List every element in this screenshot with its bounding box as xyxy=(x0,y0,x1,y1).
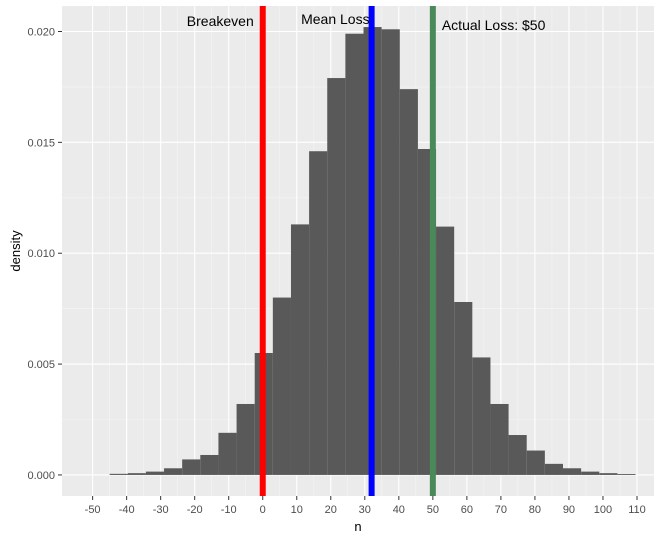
x-tick-label: -20 xyxy=(187,504,203,516)
annotation-label: Mean Loss xyxy=(301,11,369,27)
histogram-bar xyxy=(617,474,636,475)
annotation-label: Actual Loss: $50 xyxy=(442,17,546,33)
x-tick-label: 80 xyxy=(529,504,541,516)
y-axis-ticks: 0.000 0.005 0.010 0.015 0.020 xyxy=(27,26,62,482)
histogram-bar xyxy=(309,151,328,475)
histogram-bar xyxy=(127,473,146,475)
histogram-bar xyxy=(200,454,219,475)
y-axis-title: density xyxy=(8,230,23,272)
x-tick-label: 30 xyxy=(359,504,371,516)
x-tick-label: 10 xyxy=(291,504,303,516)
x-tick-label: -10 xyxy=(221,504,237,516)
histogram-bar xyxy=(381,29,400,475)
histogram-bar xyxy=(145,471,165,475)
histogram-bar xyxy=(218,432,237,475)
y-tick-label: 0.005 xyxy=(27,359,55,371)
x-tick-label: -50 xyxy=(85,504,101,516)
histogram-bar xyxy=(436,226,455,475)
annotations: Breakeven Mean Loss Actual Loss: $50 xyxy=(187,11,546,33)
histogram-bar xyxy=(599,473,618,475)
x-axis-ticks: -50 -40 -30 -20 -10 0 10 20 30 40 50 60 70 80 90 100 110 xyxy=(85,496,646,516)
x-axis-title: n xyxy=(354,519,361,534)
y-tick-label: 0.020 xyxy=(27,26,55,38)
histogram-bar xyxy=(544,463,563,475)
histogram-bar xyxy=(109,473,128,475)
histogram-bar xyxy=(290,224,310,475)
x-tick-label: 0 xyxy=(260,504,266,516)
histogram-bar xyxy=(508,435,527,475)
histogram-bar xyxy=(454,301,473,475)
reference-lines xyxy=(259,6,436,496)
x-tick-label: 20 xyxy=(325,504,337,516)
histogram-bar xyxy=(399,89,418,475)
x-tick-label: 40 xyxy=(393,504,405,516)
histogram-bar xyxy=(272,297,291,475)
histogram-bar xyxy=(164,468,183,475)
y-tick-label: 0.010 xyxy=(27,248,55,260)
histogram-bar xyxy=(490,403,509,475)
histogram-bars xyxy=(109,27,636,475)
x-tick-label: 90 xyxy=(563,504,575,516)
histogram-bar xyxy=(526,450,545,475)
x-tick-label: 60 xyxy=(461,504,473,516)
x-tick-label: -30 xyxy=(153,504,169,516)
histogram-bar xyxy=(236,403,255,475)
y-tick-label: 0.015 xyxy=(27,137,55,149)
histogram-bar xyxy=(345,33,364,475)
histogram-bar xyxy=(182,459,201,475)
histogram-bar xyxy=(472,357,491,475)
x-tick-label: 100 xyxy=(594,504,612,516)
histogram-bar xyxy=(327,78,346,475)
histogram-bar xyxy=(581,471,600,475)
x-tick-label: -40 xyxy=(119,504,135,516)
histogram-bar xyxy=(562,468,582,475)
x-tick-label: 50 xyxy=(427,504,439,516)
x-tick-label: 70 xyxy=(495,504,507,516)
annotation-label: Breakeven xyxy=(187,13,254,29)
x-tick-label: 110 xyxy=(628,504,646,516)
y-tick-label: 0.000 xyxy=(27,470,55,482)
